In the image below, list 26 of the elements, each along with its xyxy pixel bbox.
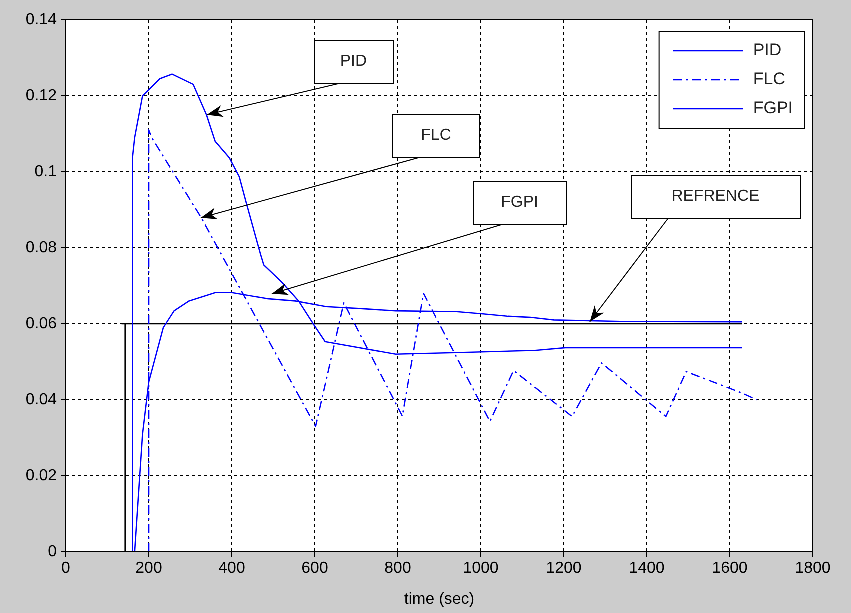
x-tick-label: 1000 — [463, 560, 499, 578]
y-tick-label: 0.14 — [26, 11, 58, 28]
x-axis-title: time (sec) — [404, 590, 475, 608]
x-tick-label: 200 — [136, 560, 162, 578]
y-tick-label: 0.12 — [26, 87, 58, 104]
y-tick-label: 0 — [48, 543, 58, 560]
x-tick-label: 800 — [384, 560, 412, 578]
x-tick-label: 400 — [218, 560, 246, 578]
y-tick-label: 0.04 — [26, 391, 58, 408]
y-tick-label: 0.02 — [26, 467, 58, 484]
text-box: FGPI — [472, 180, 567, 225]
text-box: PID — [314, 40, 394, 84]
x-tick-label: 1800 — [795, 560, 831, 578]
y-tick-label: 0.08 — [26, 239, 58, 256]
y-tick-label: 0.06 — [26, 315, 58, 332]
x-tick-label: 1200 — [546, 560, 582, 578]
x-tick-label: 600 — [302, 560, 328, 578]
y-tick-label: 0.1 — [34, 163, 58, 180]
legend-label: FLC — [753, 70, 786, 89]
x-tick-label: 0 — [62, 560, 71, 578]
legend-label: PID — [753, 40, 782, 60]
x-tick-label: 1400 — [629, 560, 665, 578]
legend-label: FGPI — [753, 98, 793, 118]
text-box: FLC — [392, 114, 480, 158]
x-tick-label: 1600 — [712, 560, 748, 578]
text-box: REFRENCE — [630, 175, 801, 220]
